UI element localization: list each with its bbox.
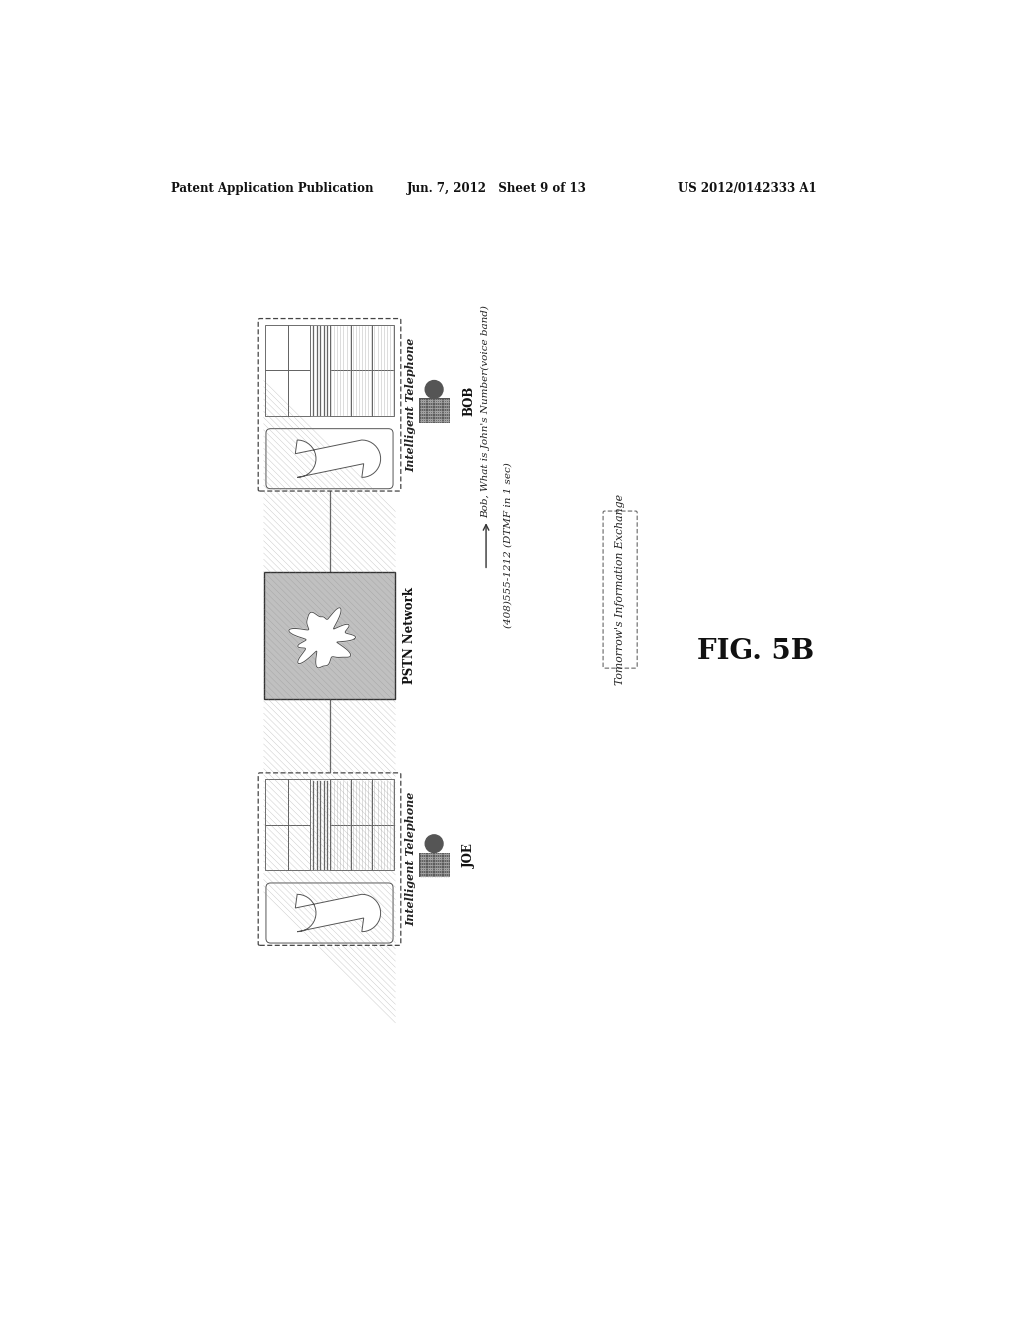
Text: Intelligent Telephone: Intelligent Telephone	[406, 792, 417, 927]
Text: FIG. 5B: FIG. 5B	[697, 638, 814, 665]
Bar	[351, 779, 373, 825]
Bar	[265, 371, 288, 416]
Bar	[351, 825, 373, 870]
Polygon shape	[289, 607, 355, 668]
Bar	[330, 825, 351, 870]
Text: Jun. 7, 2012   Sheet 9 of 13: Jun. 7, 2012 Sheet 9 of 13	[407, 182, 587, 194]
Bar	[310, 325, 330, 416]
PathPatch shape	[295, 894, 381, 932]
Text: (408)555-1212 (DTMF in 1 sec): (408)555-1212 (DTMF in 1 sec)	[503, 462, 512, 628]
PathPatch shape	[295, 440, 381, 478]
Bar	[419, 399, 450, 422]
Text: Bob, What is John's Number(voice band): Bob, What is John's Number(voice band)	[481, 305, 490, 519]
Text: JOE: JOE	[463, 842, 476, 867]
Bar	[263, 573, 395, 700]
Bar	[265, 779, 288, 825]
Bar	[265, 825, 288, 870]
Bar	[351, 371, 373, 416]
FancyBboxPatch shape	[266, 883, 393, 942]
Text: US 2012/0142333 A1: US 2012/0142333 A1	[678, 182, 817, 194]
Bar	[351, 325, 373, 371]
Bar	[373, 825, 394, 870]
Bar	[288, 325, 310, 371]
Text: Intelligent Telephone: Intelligent Telephone	[406, 338, 417, 473]
Bar	[373, 371, 394, 416]
Bar	[288, 371, 310, 416]
Text: PSTN Network: PSTN Network	[403, 587, 416, 684]
Bar	[330, 325, 351, 371]
Bar	[330, 779, 351, 825]
Bar	[288, 825, 310, 870]
Circle shape	[425, 834, 443, 853]
FancyBboxPatch shape	[603, 511, 637, 668]
Bar	[419, 853, 450, 878]
Bar	[330, 371, 351, 416]
Bar	[373, 779, 394, 825]
Circle shape	[425, 380, 443, 399]
FancyBboxPatch shape	[266, 429, 393, 488]
Bar	[265, 325, 288, 371]
Bar	[288, 779, 310, 825]
Text: Tomorrow's Information Exchange: Tomorrow's Information Exchange	[615, 494, 625, 685]
Bar	[373, 325, 394, 371]
FancyBboxPatch shape	[258, 318, 400, 491]
Text: BOB: BOB	[463, 385, 476, 416]
FancyBboxPatch shape	[258, 774, 400, 945]
Bar	[310, 779, 330, 870]
Text: Patent Application Publication: Patent Application Publication	[171, 182, 373, 194]
